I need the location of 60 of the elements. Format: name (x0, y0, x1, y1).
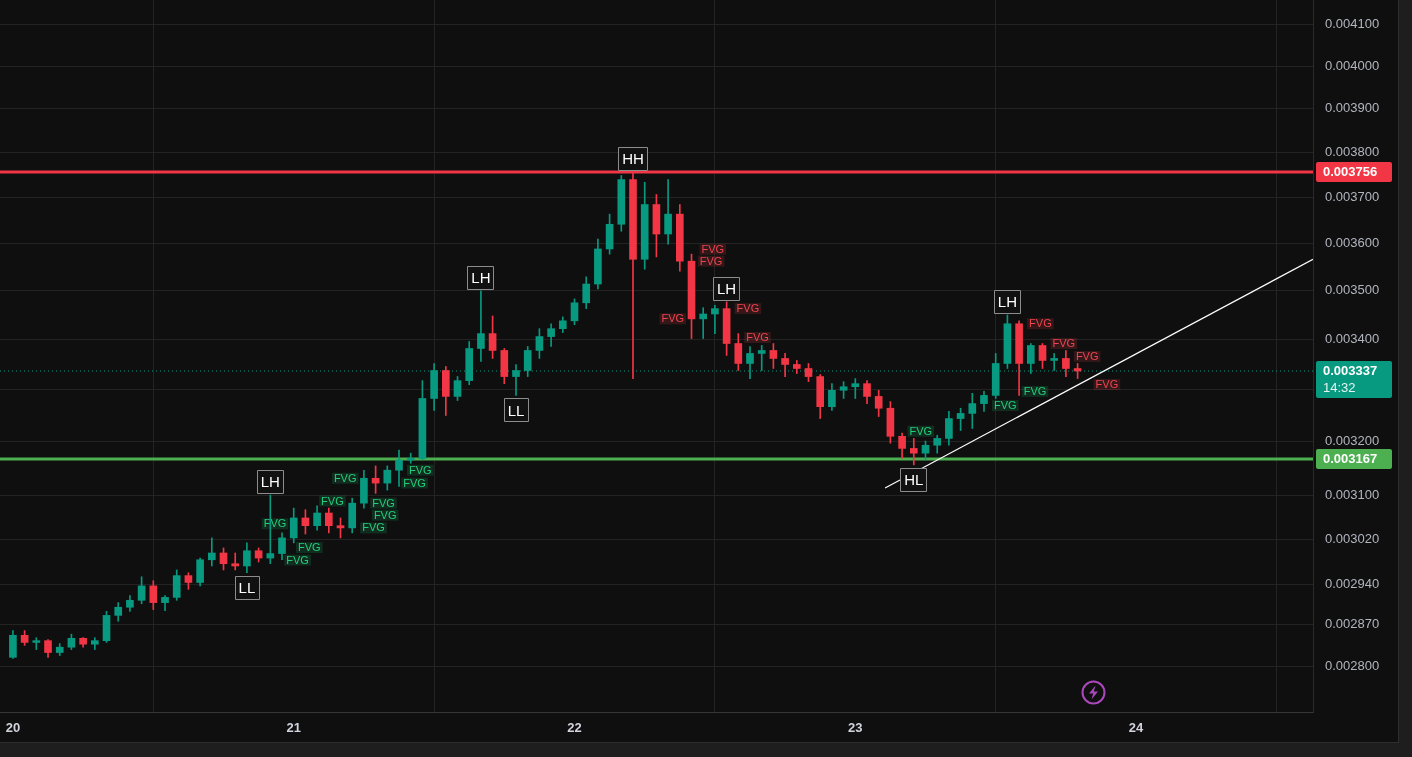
y-tick-label: 0.002940 (1325, 575, 1380, 591)
y-tick-label: 0.003400 (1325, 331, 1380, 347)
annotation: FVG (1023, 384, 1047, 397)
text: 14:32 (1323, 379, 1356, 395)
y-tick-label: 0.003700 (1325, 188, 1380, 204)
annotation: FVG (403, 476, 426, 489)
y-tick-label: 0.004100 (1325, 16, 1380, 32)
ref-line-label: 0.003337 (1323, 362, 1378, 378)
annotation: LH (997, 293, 1017, 311)
annotation: FVG (362, 521, 385, 534)
annotation: FVG (373, 508, 397, 521)
annotation: FVG (409, 463, 432, 476)
x-tick-label: 23 (848, 720, 863, 736)
annotation: FVG (909, 424, 933, 437)
ref-line-label: 0.003167 (1323, 450, 1378, 466)
annotation: HH (622, 150, 644, 168)
candlestick (909, 438, 918, 466)
annotation: FVG (1052, 337, 1076, 350)
annotation: LL (238, 578, 256, 596)
x-tick-label: 21 (286, 720, 301, 736)
y-tick-label: 0.003900 (1325, 100, 1380, 116)
annotation: FVG (701, 242, 725, 255)
candlestick (406, 452, 415, 464)
annotation: LH (717, 279, 737, 297)
annotation: LH (260, 473, 280, 491)
y-tick-label: 0.003100 (1325, 486, 1380, 502)
y-tick-label: 0.003200 (1325, 433, 1380, 449)
x-tick-label: 22 (567, 720, 582, 736)
annotation: FVG (321, 494, 344, 507)
annotation: FVG (993, 399, 1017, 412)
y-tick-label: 0.004000 (1325, 57, 1380, 73)
annotation: FVG (699, 254, 723, 267)
candlestick (477, 290, 485, 362)
y-tick-label: 0.002870 (1325, 616, 1380, 632)
annotation: FVG (1075, 349, 1099, 362)
y-tick-label: 0.003020 (1325, 530, 1380, 546)
annotation: FVG (1095, 378, 1119, 391)
annotation: FVG (372, 496, 395, 509)
annotation: LH (471, 268, 491, 286)
annotation: FVG (1029, 317, 1052, 330)
candlestick (851, 378, 860, 399)
y-tick-label: 0.003800 (1325, 143, 1380, 159)
y-tick-label: 0.003600 (1325, 234, 1380, 250)
x-tick-label: 24 (1128, 720, 1145, 736)
annotation: FVG (736, 302, 760, 315)
candlestick (231, 552, 240, 571)
candlestick (711, 304, 719, 334)
y-tick-label: 0.003500 (1325, 282, 1380, 298)
y-tick-label: 0.002800 (1325, 657, 1380, 673)
x-tick-label: 20 (5, 720, 21, 736)
annotation: FVG (746, 331, 769, 344)
annotation: FVG (661, 312, 685, 325)
annotation: FVG (333, 471, 357, 484)
ref-line-label: 0.003756 (1323, 163, 1378, 179)
candlestick (699, 307, 708, 339)
annotation: HL (904, 471, 924, 489)
annotation: LL (507, 401, 525, 419)
annotation: FVG (286, 553, 309, 566)
candlestick (32, 637, 41, 650)
annotation: FVG (298, 541, 321, 554)
